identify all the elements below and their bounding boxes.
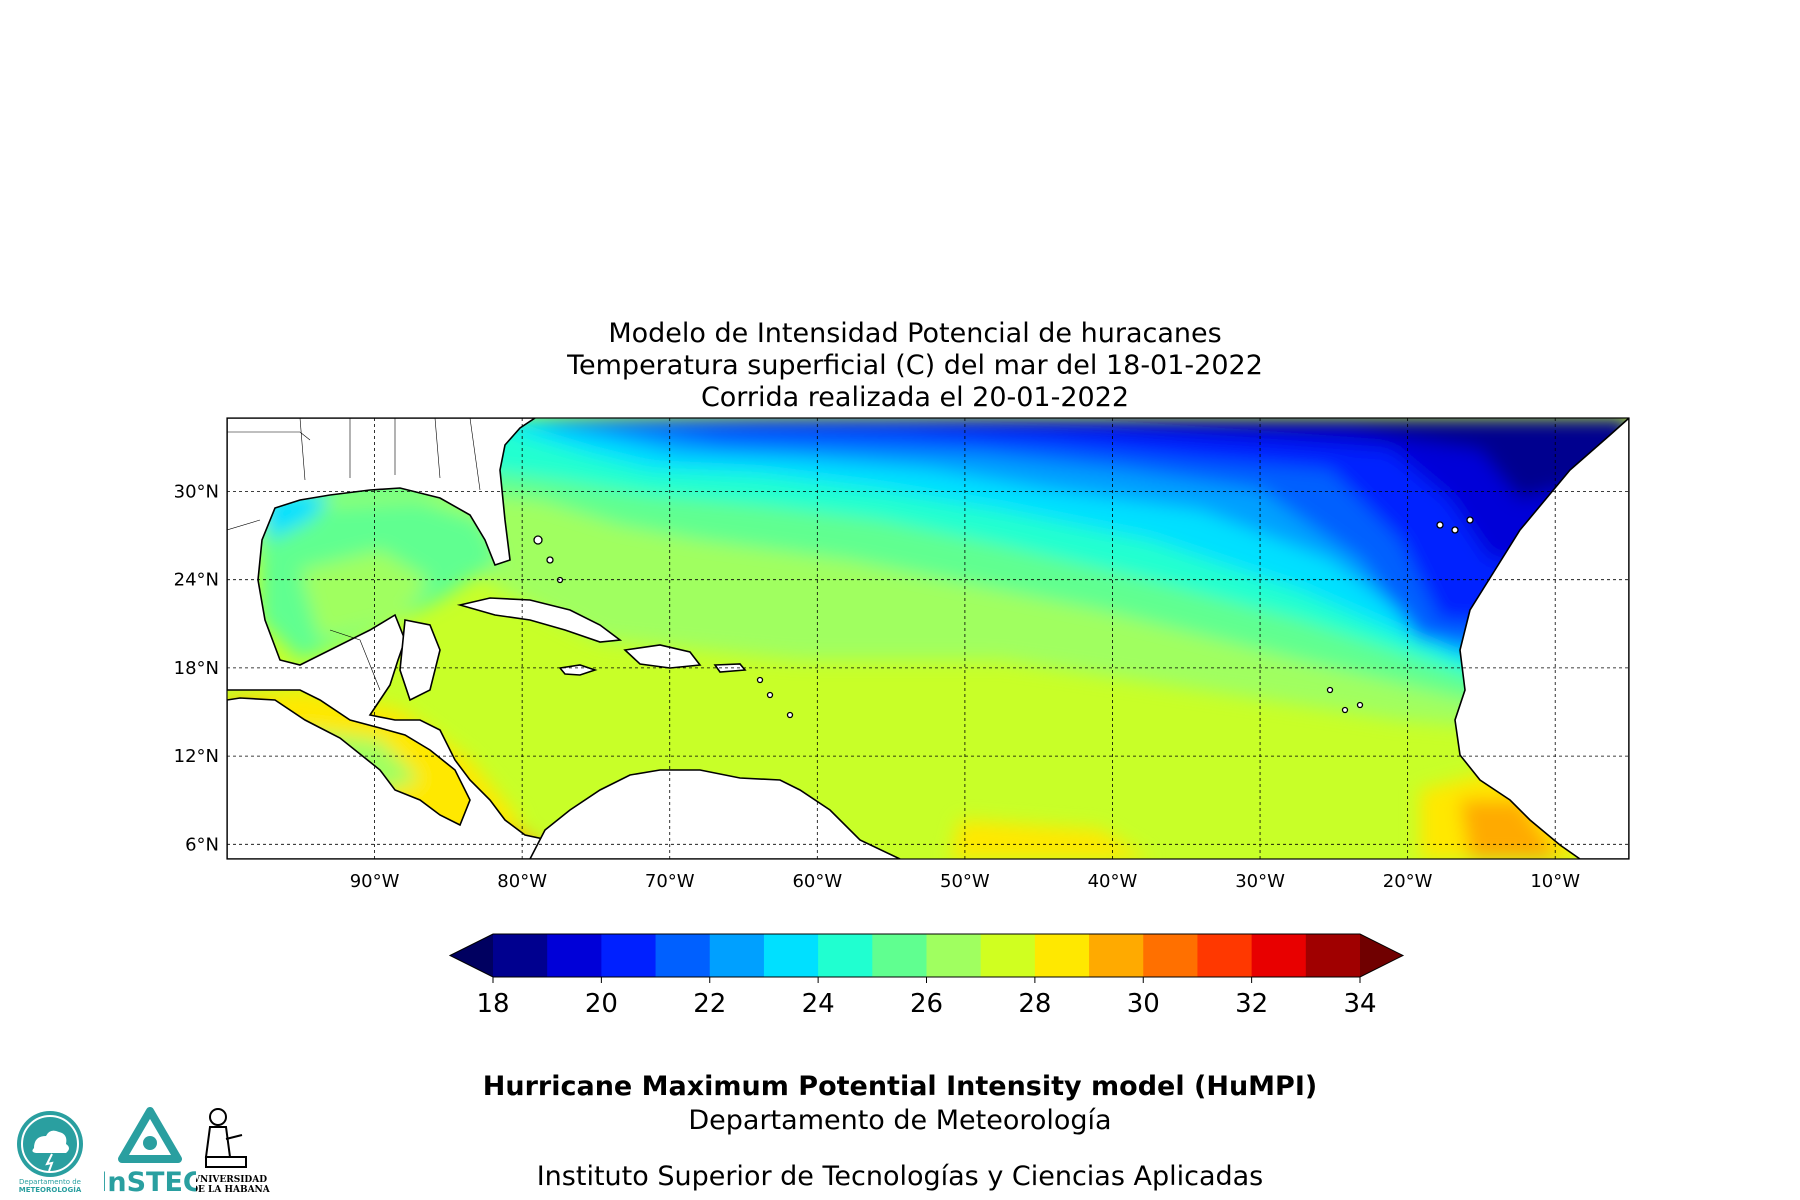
department-name: Departamento de Meteorología bbox=[688, 1105, 1112, 1136]
colorbar-bin bbox=[601, 934, 657, 977]
model-name: Hurricane Maximum Potential Intensity mo… bbox=[482, 1071, 1318, 1102]
lon-tick-label: 90°W bbox=[350, 871, 400, 892]
longitude-labels: 90°W 80°W 70°W 60°W 50°W 40°W 30°W 20°W 10°W bbox=[350, 871, 1581, 892]
colorbar-tick-label: 26 bbox=[910, 989, 943, 1019]
colorbar-bin bbox=[709, 934, 765, 977]
logo-uh-line1: VNIVERSIDAD bbox=[196, 1175, 267, 1185]
colorbar-bin bbox=[980, 934, 1036, 977]
colorbar-tick-label: 20 bbox=[585, 989, 618, 1019]
title-line-3: Corrida realizada el 20-01-2022 bbox=[700, 382, 1130, 413]
colorbar-bin bbox=[1251, 934, 1307, 977]
lon-tick-label: 10°W bbox=[1530, 871, 1580, 892]
graticule bbox=[227, 418, 1629, 859]
lat-tick-label: 6°N bbox=[185, 834, 219, 855]
colorbar-tick-label: 28 bbox=[1018, 989, 1051, 1019]
lon-tick-label: 40°W bbox=[1088, 871, 1138, 892]
colorbar-tick-label: 24 bbox=[802, 989, 835, 1019]
sst-field bbox=[227, 418, 1629, 859]
colorbar-tick-label: 22 bbox=[693, 989, 726, 1019]
map-title: Modelo de Intensidad Potencial de huraca… bbox=[0, 318, 1800, 414]
colorbar-over-arrow bbox=[1360, 934, 1403, 977]
colorbar-under-arrow bbox=[450, 934, 493, 977]
lon-tick-label: 60°W bbox=[792, 871, 842, 892]
political-borders bbox=[227, 418, 481, 691]
land bbox=[227, 418, 1629, 859]
meteorologia-logo: Departamento de METEOROLOGÍA bbox=[17, 1111, 83, 1194]
colorbar-bin bbox=[1089, 934, 1144, 977]
colorbar-tick-label: 34 bbox=[1343, 989, 1376, 1019]
lon-tick-label: 70°W bbox=[645, 871, 695, 892]
colorbar-tick-label: 32 bbox=[1235, 989, 1268, 1019]
logo-instec-text: InSTEC bbox=[104, 1167, 196, 1195]
title-line-2: Temperatura superficial (C) del mar del … bbox=[567, 350, 1263, 381]
lon-tick-label: 80°W bbox=[497, 871, 547, 892]
latitude-labels: 6°N 12°N 18°N 24°N 30°N bbox=[174, 482, 219, 856]
colorbar-bin bbox=[763, 934, 819, 977]
lat-tick-label: 24°N bbox=[174, 570, 219, 591]
lon-tick-label: 50°W bbox=[940, 871, 990, 892]
colorbar-tick-label: 30 bbox=[1127, 989, 1160, 1019]
colorbar-bin bbox=[1143, 934, 1198, 977]
colorbar-bin bbox=[926, 934, 982, 977]
lon-tick-label: 30°W bbox=[1235, 871, 1285, 892]
logo-meteo-line2: METEOROLOGÍA bbox=[19, 1185, 82, 1194]
lon-tick-label: 20°W bbox=[1383, 871, 1433, 892]
lat-tick-label: 30°N bbox=[174, 482, 219, 503]
islands bbox=[533, 516, 1474, 719]
credits: Hurricane Maximum Potential Intensity mo… bbox=[0, 1070, 1800, 1194]
lat-tick-label: 12°N bbox=[174, 746, 219, 767]
colorbar-tick-label: 18 bbox=[476, 989, 509, 1019]
uh-logo: VNIVERSIDAD DE LA HABANA bbox=[196, 1108, 271, 1195]
colorbar-bin bbox=[1305, 934, 1361, 977]
colorbar-bin bbox=[547, 934, 602, 977]
instec-logo: InSTEC bbox=[104, 1107, 196, 1195]
title-line-1: Modelo de Intensidad Potencial de huraca… bbox=[608, 318, 1222, 349]
colorbar-bin bbox=[493, 934, 548, 977]
colorbar-bin bbox=[655, 934, 711, 977]
logo-meteo-line1: Departamento de bbox=[19, 1178, 81, 1186]
map-frame bbox=[226, 417, 1630, 860]
colorbar-bin bbox=[872, 934, 927, 977]
institute-name: Instituto Superior de Tecnologías y Cien… bbox=[536, 1161, 1264, 1192]
lat-tick-label: 18°N bbox=[174, 658, 219, 679]
colorbar-bin bbox=[1034, 934, 1090, 977]
colorbar-bin bbox=[1197, 934, 1253, 977]
logo-uh-line2: DE LA HABANA bbox=[196, 1185, 271, 1195]
colorbar-bin bbox=[818, 934, 873, 977]
